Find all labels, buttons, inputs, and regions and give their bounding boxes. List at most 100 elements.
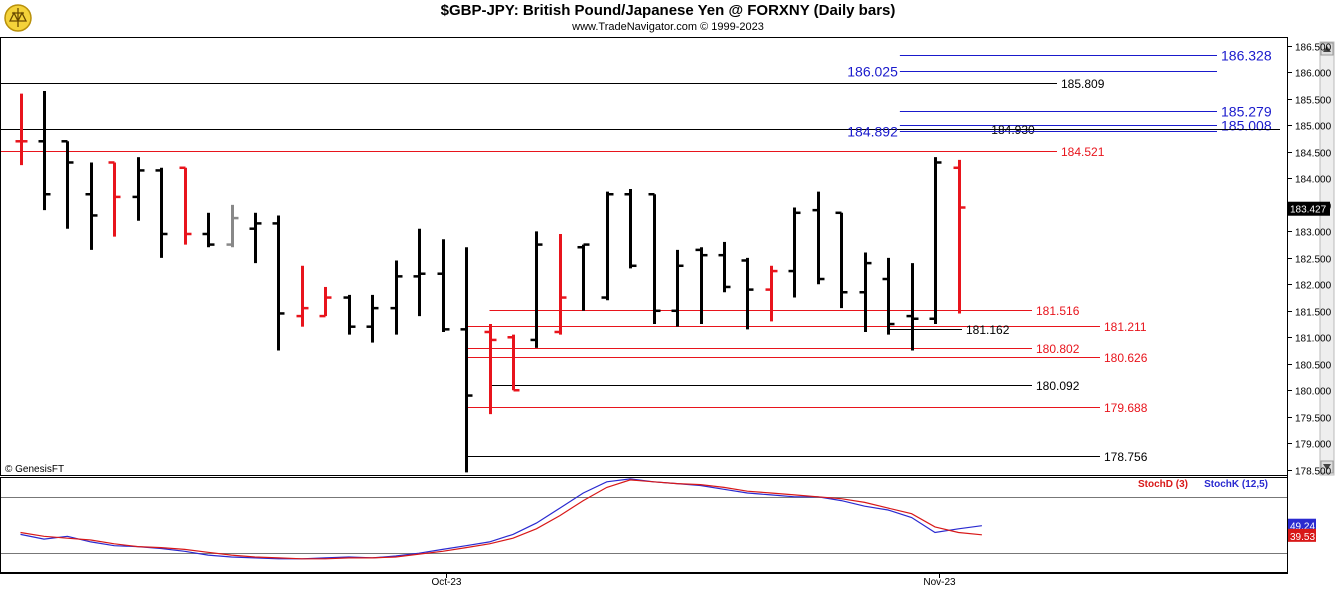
ohlc-bar (226, 204, 239, 248)
ohlc-bar (648, 193, 661, 325)
level-label: 181.516 (1036, 304, 1080, 318)
y-tick-label: 182.000 (1295, 281, 1332, 292)
ohlc-bar (366, 294, 379, 343)
stoch-k-tag: 49.24 (1288, 518, 1316, 533)
x-tick-label: Nov-23 (923, 577, 956, 588)
watermark: © GenesisFT (5, 464, 64, 475)
y-tick-label: 180.000 (1295, 387, 1332, 398)
ohlc-bar (882, 257, 895, 335)
y-tick-label: 179.000 (1295, 440, 1332, 451)
ohlc-bar (272, 215, 285, 351)
stoch-d-tag: 39.53 (1288, 528, 1316, 543)
level-label: 178.756 (1104, 450, 1148, 464)
ohlc-bar (108, 161, 121, 237)
level-label: 185.279 (1221, 104, 1272, 120)
stoch-d-value: 39.53 (1290, 532, 1315, 543)
stoch-d-legend: StochD (3) (1138, 479, 1188, 490)
level-label: 180.802 (1036, 342, 1080, 356)
ohlc-bar (718, 241, 731, 293)
ohlc-bar (61, 140, 74, 229)
ohlc-bar (296, 265, 309, 327)
ohlc-bar (85, 162, 98, 250)
ohlc-bar (507, 334, 520, 392)
ohlc-bar (695, 247, 708, 325)
ohlc-bar (460, 247, 473, 473)
ohlc-bar (343, 294, 356, 335)
ohlc-bar (765, 265, 778, 322)
y-tick-label: 185.500 (1295, 96, 1332, 107)
ohlc-bar (788, 207, 801, 298)
ohlc-bar (390, 260, 403, 335)
stoch-k-legend: StochK (12,5) (1204, 479, 1268, 490)
last-price-label: 183.427 (1290, 205, 1327, 216)
ohlc-bar (601, 191, 614, 301)
scroll-down-arrow-icon[interactable] (1320, 460, 1334, 474)
ohlc-bar (437, 239, 450, 332)
ohlc-bar (906, 263, 919, 351)
ohlc-bar (484, 324, 497, 415)
level-label: 186.328 (1221, 48, 1272, 64)
y-tick-label: 181.500 (1295, 308, 1332, 319)
price-axis: 178.500 179.000 179.500 180.000 180.500 181.0… (1287, 43, 1332, 478)
ohlc-bar (624, 188, 637, 269)
ohlc-bar (38, 90, 51, 211)
date-axis: Oct-23 Nov-23 (431, 573, 956, 588)
level-label: 179.688 (1104, 401, 1148, 415)
y-tick-label: 186.500 (1295, 43, 1332, 54)
last-price-tag: 183.427 (1288, 201, 1330, 216)
ohlc-bar (929, 157, 942, 325)
level-label: 184.930 (991, 123, 1035, 137)
level-label: 185.008 (1221, 118, 1272, 134)
ohlc-bar (554, 233, 567, 335)
ohlc-bar (812, 191, 825, 285)
level-label: 184.892 (847, 124, 898, 140)
level-label: 180.626 (1104, 351, 1148, 365)
ohlc-bars (15, 90, 966, 473)
level-label: 180.092 (1036, 379, 1080, 393)
level-label: 181.211 (1104, 320, 1147, 334)
x-tick-label: Oct-23 (431, 577, 461, 588)
y-tick-label: 181.000 (1295, 334, 1332, 345)
y-tick-label: 179.500 (1295, 414, 1332, 425)
scroll-up-arrow-icon[interactable] (1320, 42, 1334, 56)
ohlc-bar (835, 211, 848, 309)
y-tick-label: 184.000 (1295, 175, 1332, 186)
stoch-d-line (20, 479, 982, 560)
ohlc-bar (577, 243, 590, 311)
stochastic-panel-frame (0, 477, 1288, 573)
level-label: 185.809 (1061, 77, 1105, 91)
ohlc-bar (155, 167, 168, 258)
ohlc-bar (671, 249, 684, 327)
level-label: 181.162 (966, 323, 1010, 337)
y-tick-label: 178.500 (1295, 467, 1332, 478)
ohlc-bar (859, 252, 872, 332)
logo-icon (4, 4, 32, 32)
chart-subtitle: www.TradeNavigator.com © 1999-2023 (572, 21, 764, 33)
y-tick-label: 183.000 (1295, 228, 1332, 239)
level-label: 186.025 (847, 64, 898, 80)
y-tick-label: 185.000 (1295, 122, 1332, 133)
y-tick-label: 182.500 (1295, 255, 1332, 266)
y-tick-label: 180.500 (1295, 361, 1332, 372)
ohlc-bar (953, 159, 966, 314)
stoch-k-value: 49.24 (1290, 522, 1315, 533)
ohlc-bar (179, 166, 192, 245)
stochastic-lines (1, 478, 1287, 560)
ohlc-bar (413, 228, 426, 317)
price-panel-frame (0, 37, 1288, 476)
ohlc-bar (202, 212, 215, 248)
ohlc-bar (530, 231, 543, 348)
vertical-scrollbar[interactable] (1319, 41, 1335, 476)
ohlc-bar (132, 157, 145, 221)
chart-title: $GBP-JPY: British Pound/Japanese Yen @ F… (440, 2, 896, 19)
ohlc-bar (249, 212, 262, 264)
ohlc-bar (319, 286, 332, 318)
ohlc-bar (741, 257, 754, 330)
ohlc-bar (15, 93, 28, 166)
y-tick-label: 186.000 (1295, 69, 1332, 80)
level-label: 184.521 (1061, 145, 1105, 159)
y-tick-label: 184.500 (1295, 149, 1332, 160)
